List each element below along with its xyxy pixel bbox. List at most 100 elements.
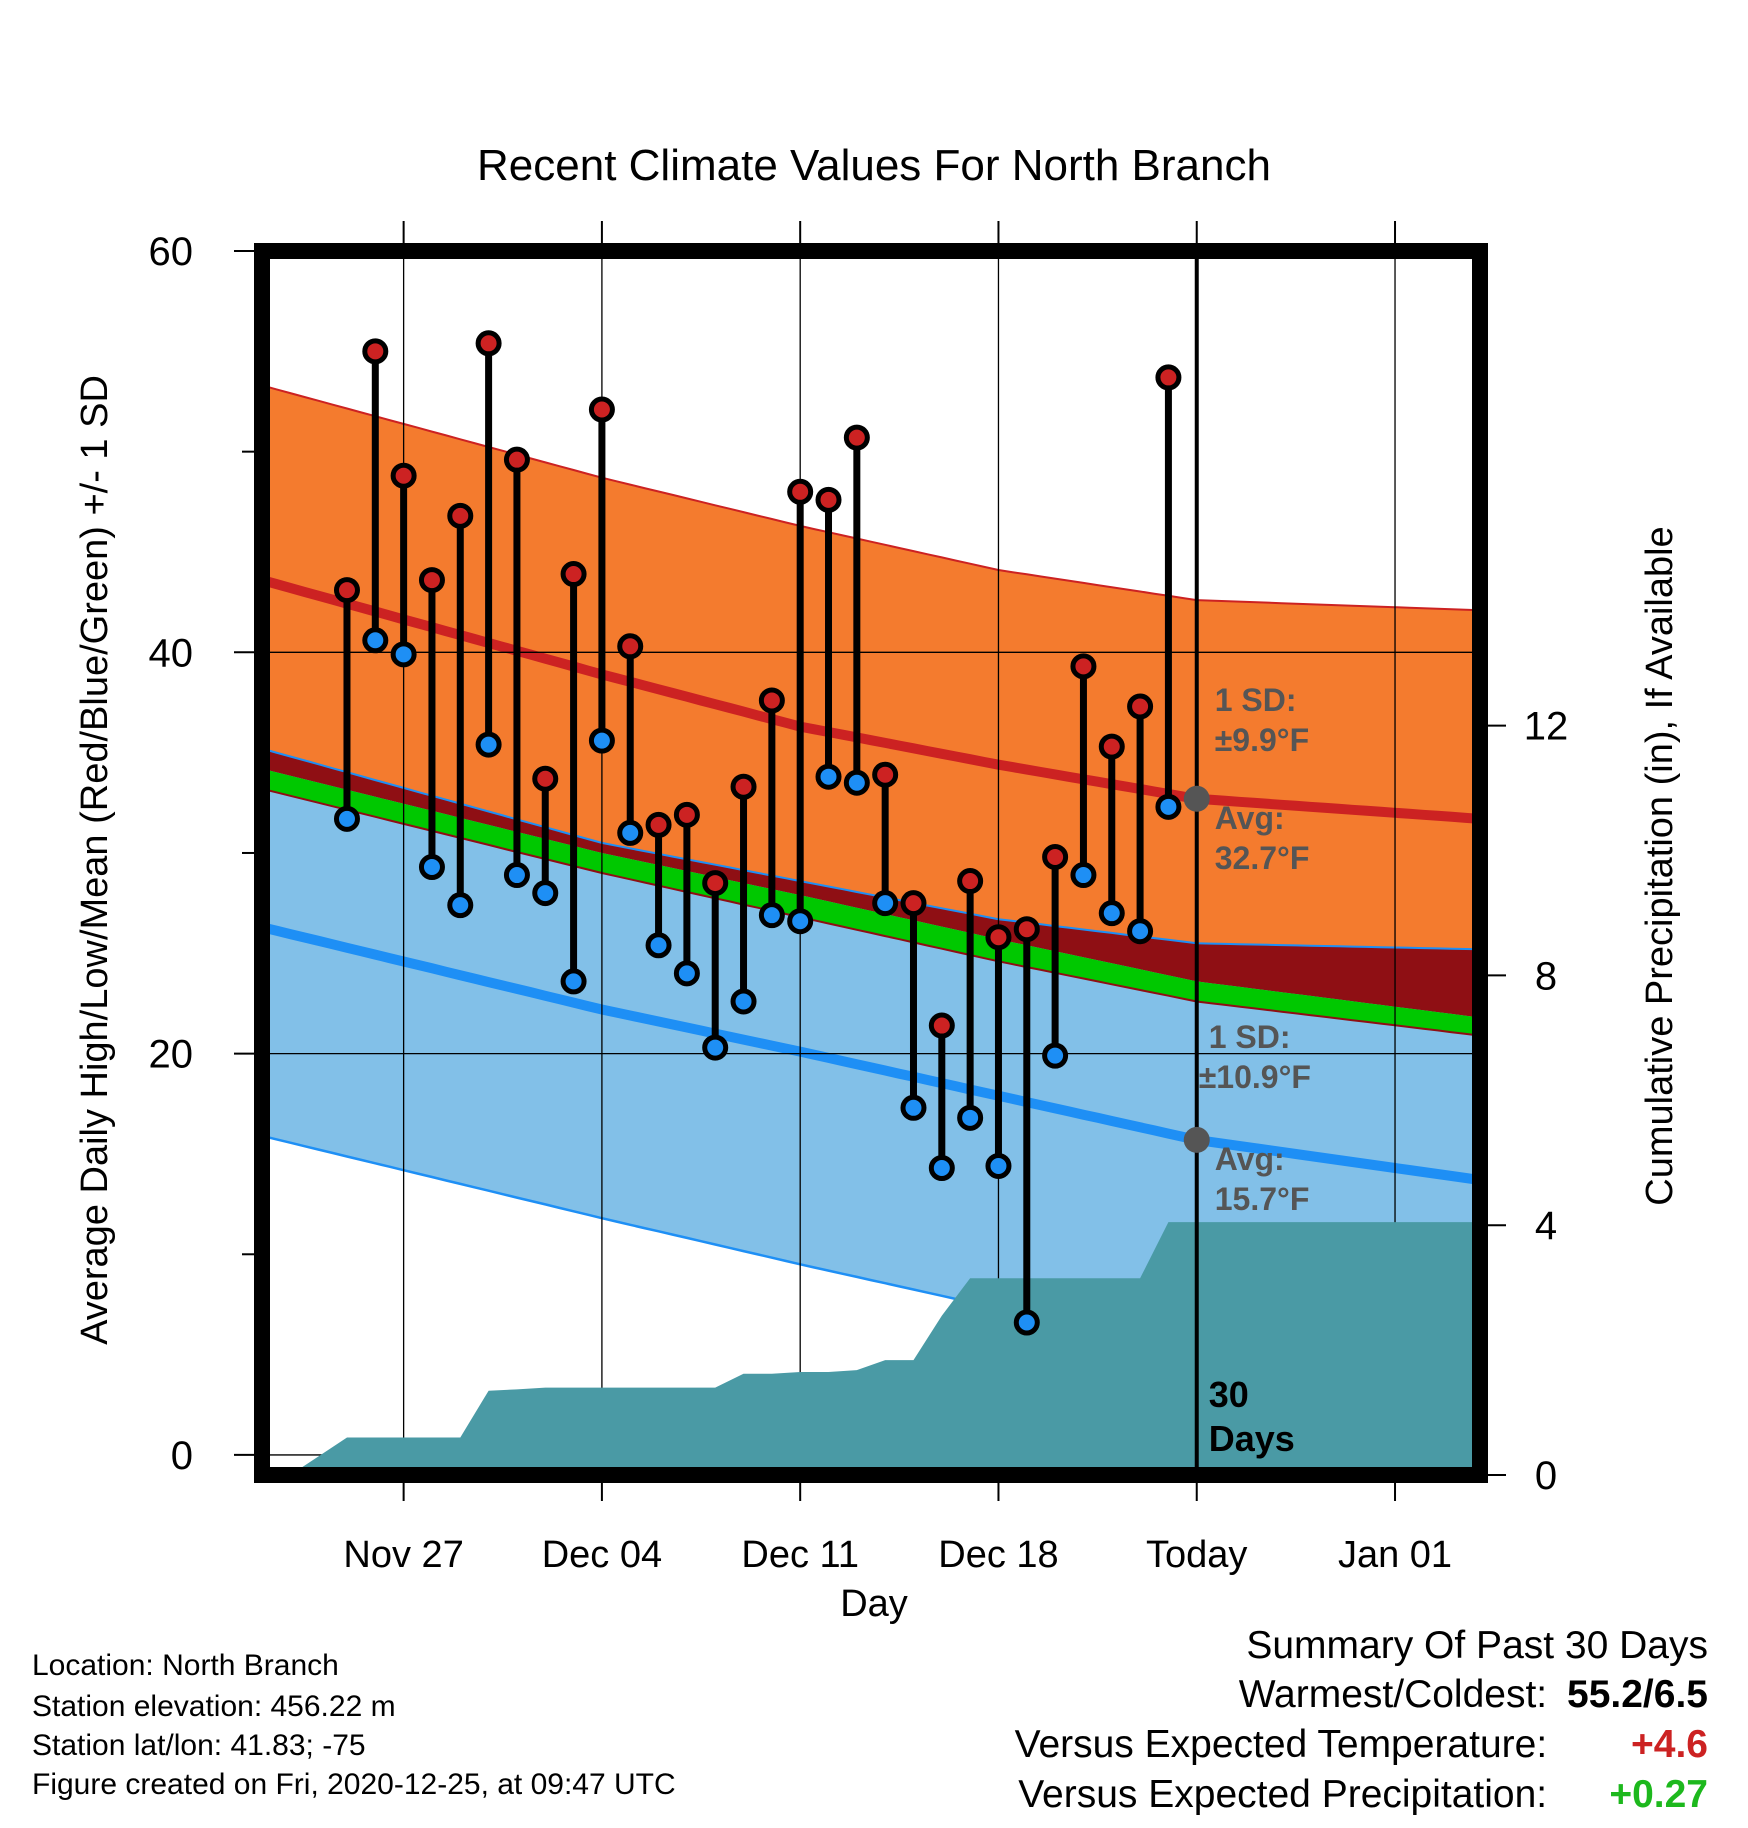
- obs-low-point: [758, 902, 785, 929]
- obs-low-point: [1070, 862, 1097, 889]
- low-sd-label: 1 SD:: [1209, 1019, 1291, 1055]
- plot-area: [262, 251, 1480, 1475]
- today-high-avg-marker: [1183, 785, 1210, 812]
- location-text: Location: North Branch: [32, 1649, 339, 1682]
- precip-anomaly-value: +0.27: [1609, 1773, 1708, 1816]
- obs-low-point: [1127, 918, 1154, 945]
- y2-tick-label: 12: [1524, 705, 1569, 749]
- obs-high-point: [1070, 653, 1097, 680]
- obs-low-point: [362, 627, 389, 654]
- low-sd-band: [262, 748, 1480, 1375]
- y2-axis-label: Cumulative Precipitation (in), If Availa…: [1639, 526, 1681, 1205]
- x-tick-label: Today: [1146, 1534, 1247, 1576]
- x-tick-label: Dec 11: [741, 1534, 859, 1576]
- y-tick-label: 20: [149, 1033, 194, 1077]
- obs-high-point: [560, 561, 587, 588]
- obs-low-point: [588, 727, 615, 754]
- obs-high-point: [1013, 916, 1040, 943]
- high-avg-value: 32.7°F: [1215, 840, 1310, 876]
- obs-high-point: [645, 811, 672, 838]
- obs-high-point: [872, 761, 899, 788]
- obs-low-point: [418, 854, 445, 881]
- y-tick-label: 60: [149, 230, 194, 274]
- y2-tick-label: 4: [1535, 1204, 1557, 1248]
- high-mean-line: [262, 575, 1480, 824]
- temp-anomaly-value: +4.6: [1631, 1723, 1708, 1766]
- low-avg-value: 15.7°F: [1215, 1181, 1310, 1217]
- obs-low-point: [475, 731, 502, 758]
- obs-low-point: [645, 932, 672, 959]
- obs-low-point: [560, 968, 587, 995]
- y-tick-label: 0: [171, 1434, 193, 1478]
- average-band-edge: [262, 787, 1480, 1037]
- y2-tick-label: 0: [1535, 1454, 1557, 1498]
- elevation-text: Station elevation: 456.22 m: [32, 1690, 396, 1723]
- obs-high-point: [333, 577, 360, 604]
- x-tick-label: Jan 01: [1338, 1534, 1452, 1576]
- obs-high-point: [730, 773, 757, 800]
- days-word-label: Days: [1209, 1418, 1295, 1459]
- obs-low-point: [503, 862, 530, 889]
- obs-high-point: [928, 1012, 955, 1039]
- x-tick-label: Dec 18: [938, 1534, 1058, 1576]
- high-avg-label: Avg:: [1215, 800, 1285, 836]
- obs-high-point: [362, 338, 389, 365]
- obs-low-point: [900, 1094, 927, 1121]
- obs-low-point: [673, 960, 700, 987]
- obs-low-point: [390, 641, 417, 668]
- obs-low-point: [928, 1154, 955, 1181]
- obs-low-point: [730, 988, 757, 1015]
- summary-title: Summary Of Past 30 Days: [1246, 1624, 1708, 1667]
- obs-high-point: [957, 868, 984, 895]
- average-band: [262, 768, 1480, 1036]
- obs-high-point: [588, 396, 615, 423]
- mean-sd-band: [262, 748, 1480, 1018]
- obs-high-point: [1127, 693, 1154, 720]
- obs-high-point: [787, 478, 814, 505]
- obs-high-point: [758, 687, 785, 714]
- obs-high-point: [617, 633, 644, 660]
- high-sd-value: ±9.9°F: [1215, 722, 1309, 758]
- x-axis-label: Day: [840, 1583, 908, 1625]
- low-avg-label: Avg:: [1215, 1141, 1285, 1177]
- obs-low-point: [872, 890, 899, 917]
- y-tick-label: 40: [149, 631, 194, 675]
- x-tick-label: Dec 04: [542, 1534, 662, 1576]
- today-low-avg-marker: [1183, 1126, 1210, 1153]
- obs-low-point: [985, 1152, 1012, 1179]
- obs-high-point: [1098, 733, 1125, 760]
- temp-anomaly-label: Versus Expected Temperature:: [1014, 1723, 1548, 1766]
- obs-high-point: [475, 330, 502, 357]
- obs-low-point: [702, 1034, 729, 1061]
- latlon-text: Station lat/lon: 41.83; -75: [32, 1729, 366, 1762]
- obs-low-point: [815, 763, 842, 790]
- obs-high-point: [843, 424, 870, 451]
- obs-high-point: [673, 801, 700, 828]
- obs-high-point: [532, 765, 559, 792]
- x-tick-label: Nov 27: [343, 1534, 463, 1576]
- days-count-label: 30: [1209, 1374, 1249, 1415]
- y2-tick-label: 8: [1535, 954, 1557, 998]
- obs-low-point: [787, 908, 814, 935]
- chart-title: Recent Climate Values For North Branch: [477, 141, 1271, 190]
- obs-low-point: [447, 892, 474, 919]
- summary-panel: Summary Of Past 30 Days Warmest/Coldest:…: [1015, 1622, 1708, 1820]
- obs-high-point: [815, 486, 842, 513]
- obs-low-point: [957, 1104, 984, 1131]
- obs-low-point: [617, 819, 644, 846]
- obs-low-point: [333, 805, 360, 832]
- station-info: Location: North Branch Station elevation…: [32, 1648, 676, 1803]
- obs-high-point: [390, 462, 417, 489]
- obs-low-point: [1098, 900, 1125, 927]
- obs-high-point: [1042, 843, 1069, 870]
- warm-cold-value: 55.2/6.5: [1567, 1673, 1708, 1716]
- created-text: Figure created on Fri, 2020-12-25, at 09…: [32, 1768, 676, 1801]
- precipitation-area: [290, 1222, 1480, 1475]
- low-sd-value: ±10.9°F: [1199, 1059, 1311, 1095]
- low-upper-line: [262, 747, 1480, 951]
- low-mean-line: [262, 922, 1480, 1185]
- obs-low-point: [1013, 1309, 1040, 1336]
- high-upper-line: [262, 384, 1480, 612]
- obs-high-point: [702, 870, 729, 897]
